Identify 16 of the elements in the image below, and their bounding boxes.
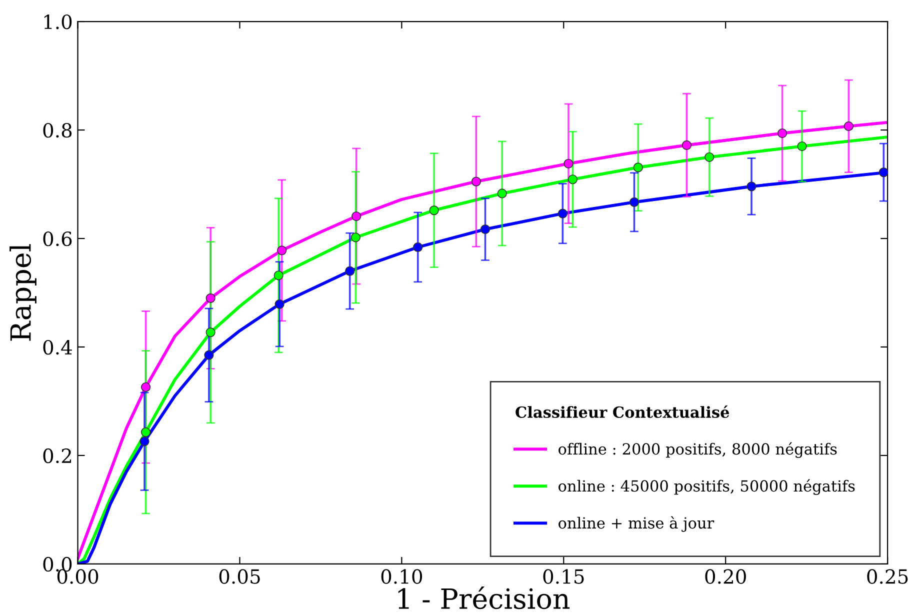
x-tick-label: 0.20 [705, 569, 746, 584]
legend-label: online : 45000 positifs, 50000 négatifs [558, 479, 855, 495]
y-tick-label: 1.0 [44, 14, 72, 30]
x-axis-title: 1 - Précision [398, 586, 570, 610]
y-tick-label: 0.4 [43, 340, 72, 355]
legend-title: Classifieur Contextualisé [516, 405, 730, 418]
x-tick-label: 0.25 [867, 569, 908, 584]
y-tick-label: 0.2 [43, 448, 72, 464]
x-tick-label: 0.10 [381, 569, 422, 584]
y-tick-label: 0.8 [43, 122, 72, 138]
y-tick-label: 0.6 [43, 231, 72, 246]
legend-label: offline : 2000 positifs, 8000 négatifs [558, 442, 837, 458]
legend-label: online + mise à jour [558, 516, 714, 532]
y-axis-title: Rappel [10, 244, 36, 341]
x-tick-label: 0.05 [219, 569, 260, 584]
x-tick-label: 0.15 [543, 569, 584, 584]
